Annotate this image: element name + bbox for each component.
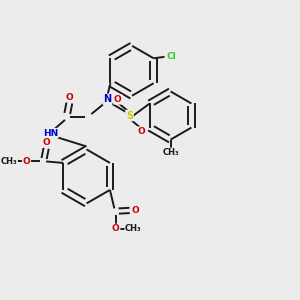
Text: N: N <box>103 94 112 104</box>
Text: CH₃: CH₃ <box>1 157 17 166</box>
Text: O: O <box>42 138 50 147</box>
Text: CH₃: CH₃ <box>125 224 142 233</box>
Text: CH₃: CH₃ <box>162 148 179 157</box>
Text: Cl: Cl <box>167 52 176 61</box>
Text: O: O <box>22 157 30 166</box>
Text: HN: HN <box>43 129 58 138</box>
Text: O: O <box>114 95 122 104</box>
Text: O: O <box>137 127 145 136</box>
Text: O: O <box>112 224 120 233</box>
Text: O: O <box>65 92 73 101</box>
Text: O: O <box>132 206 139 215</box>
Text: S: S <box>126 110 133 121</box>
